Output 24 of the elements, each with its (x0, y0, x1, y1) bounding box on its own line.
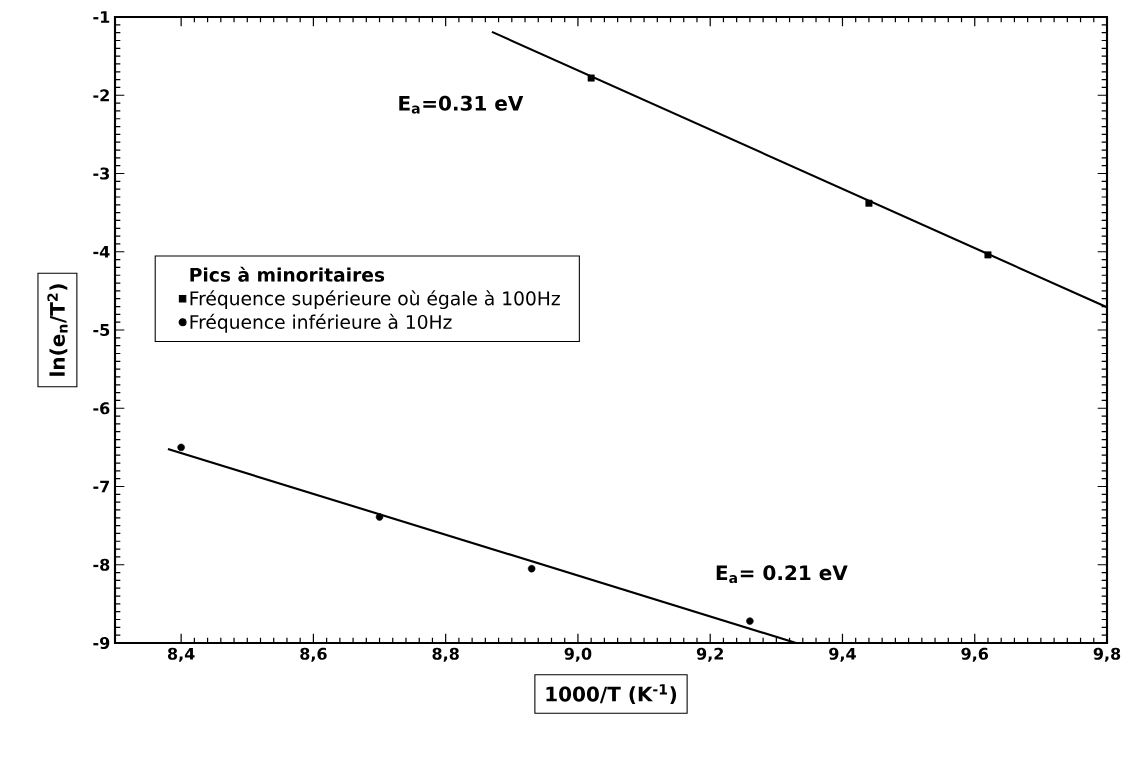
y-tick-label: -6 (93, 402, 110, 415)
x-axis-title: 1000/T (K$^{-1}$) (546, 684, 677, 704)
annotation: E$_{a}$= 0.21 eV (716, 565, 848, 584)
legend-title: Pics à minoritaires (190, 266, 385, 282)
y-tick-label: -4 (93, 245, 110, 258)
y-tick-label: -1 (93, 11, 110, 23)
y-tick-label: -7 (93, 480, 110, 493)
y-tick-label: -5 (93, 324, 110, 336)
y-axis-title: ln(e$_{n}$/T$^{2}$) (47, 284, 68, 376)
x-tick-label: 9,8 (1093, 647, 1121, 662)
x-tick-label: 9,2 (696, 647, 723, 662)
legend-label: Fréquence supérieure où égale à 100Hz (190, 290, 560, 310)
annotation: E$_{a}$=0.31 eV (399, 95, 524, 114)
y-tick-label: -3 (93, 167, 110, 180)
legend-label: Fréquence inférieure à 10Hz (190, 313, 452, 333)
x-tick-label: 9,6 (961, 647, 989, 662)
y-tick-label: -9 (93, 636, 110, 650)
y-tick-label: -8 (93, 558, 110, 571)
x-tick-label: 8,4 (167, 647, 195, 662)
x-tick-label: 9,4 (829, 647, 856, 662)
x-tick-label: 9,0 (564, 647, 592, 662)
x-tick-label: 8,6 (300, 647, 327, 662)
y-tick-label: -2 (93, 89, 109, 102)
x-tick-label: 8,8 (432, 647, 459, 662)
